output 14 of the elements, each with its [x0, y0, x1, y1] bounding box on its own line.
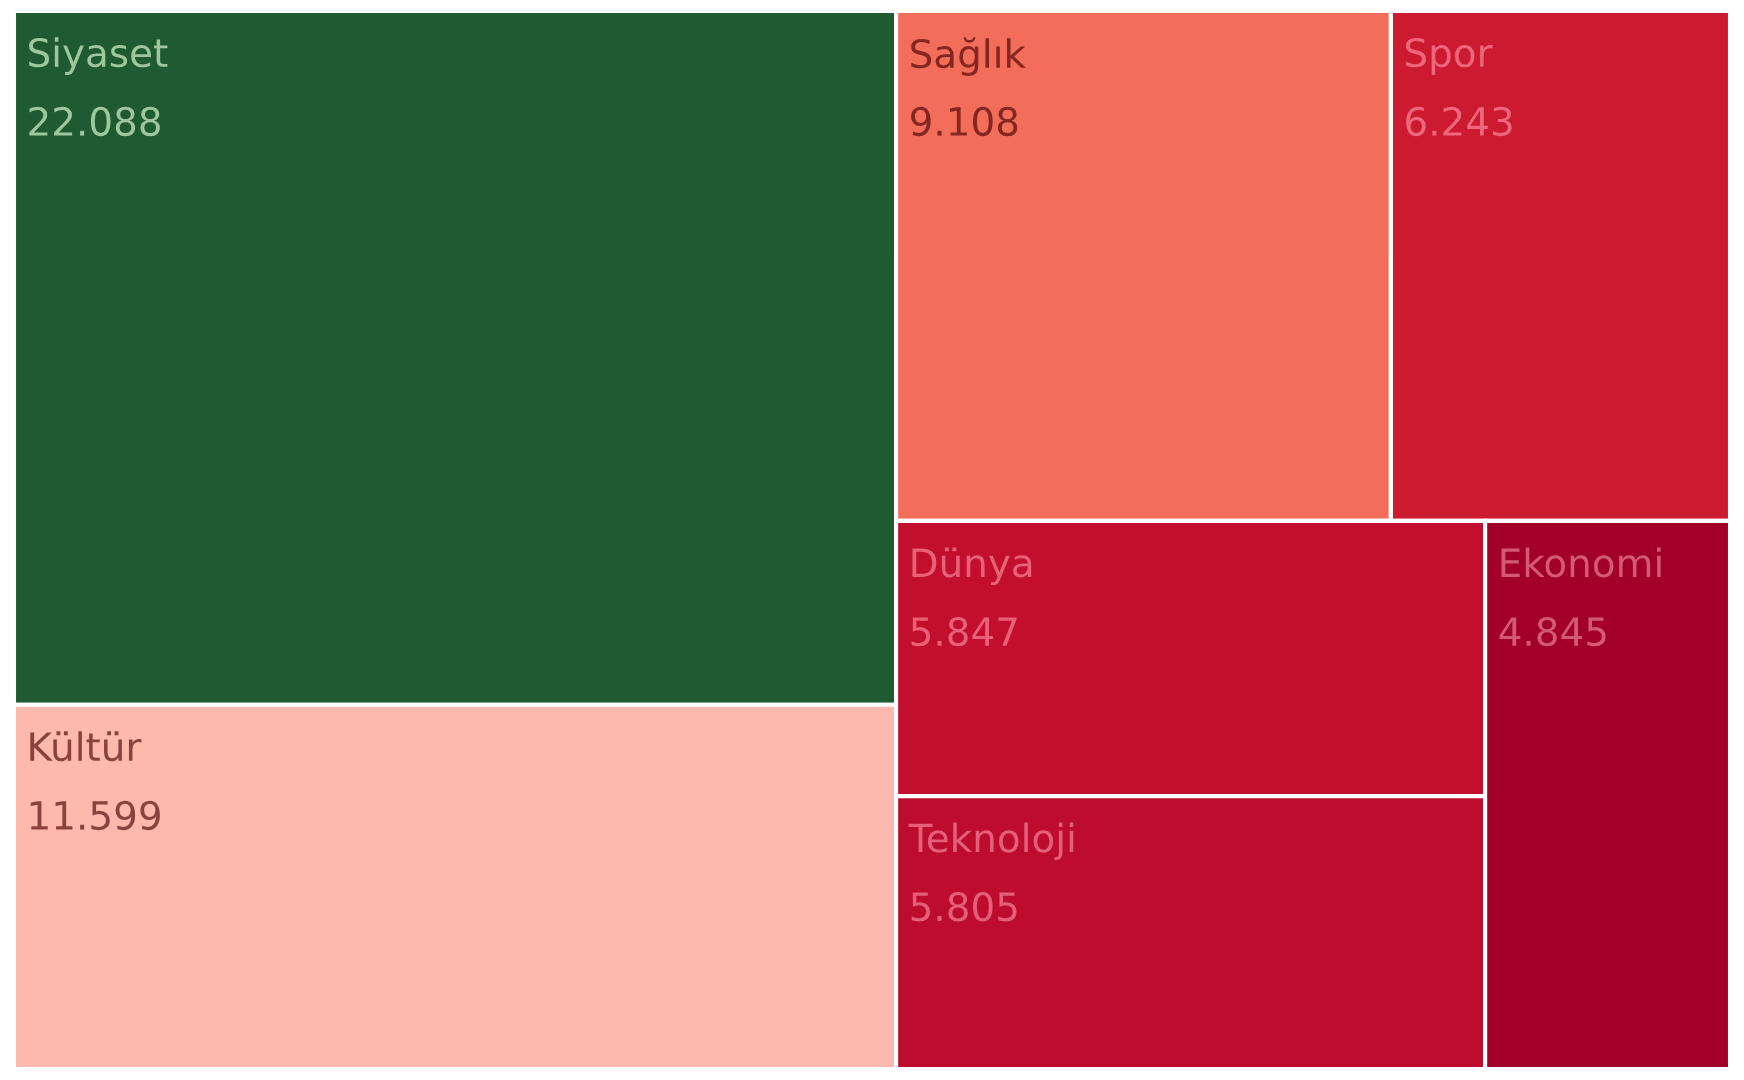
data-label: 22.088 [29, 106, 160, 137]
category-label: Spor [1406, 37, 1493, 75]
category-label: Siyaset [29, 37, 168, 75]
data-label: 6.243 [1406, 106, 1512, 137]
data-label: 5.847 [911, 616, 1017, 647]
data-label: 11.599 [30, 800, 160, 831]
category-label: Sağlık [911, 37, 1026, 76]
category-label: Ekonomi [1501, 547, 1661, 578]
data-label: 5.805 [911, 892, 1017, 922]
data-label: 4.845 [1499, 616, 1606, 647]
data-label: 9.108 [911, 106, 1018, 137]
category-label: Teknoloji [908, 822, 1074, 861]
category-label: Kültür [30, 731, 142, 762]
category-label: Dünya [912, 547, 1032, 586]
